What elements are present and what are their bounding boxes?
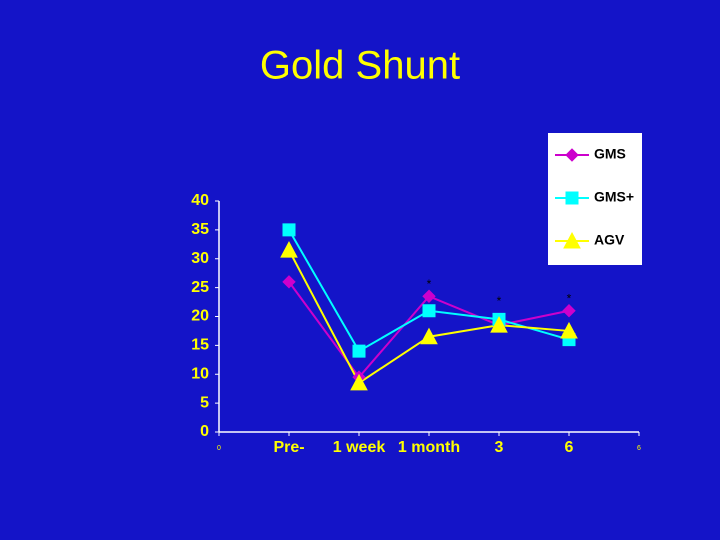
y-tick-label: 40 (191, 192, 209, 209)
legend-marker (565, 191, 579, 205)
marker (352, 344, 366, 358)
legend-label: GMS (594, 146, 626, 162)
y-tick-label: 0 (200, 423, 209, 440)
x-tick-label: 6 (565, 439, 574, 456)
y-tick-label: 5 (200, 394, 209, 411)
annotation: * (427, 277, 432, 291)
marker (282, 223, 296, 237)
chart-title: Gold Shunt (260, 44, 460, 88)
y-tick-label: 20 (191, 308, 209, 325)
y-tick-label: 35 (191, 221, 209, 238)
marker (420, 327, 438, 345)
annotation: * (567, 291, 572, 305)
marker (350, 373, 368, 391)
annotation: * (497, 294, 502, 308)
marker (282, 275, 296, 289)
x-tick-label: 1 week (333, 439, 386, 456)
legend-label: GMS+ (594, 189, 634, 205)
legend-label: AGV (594, 232, 625, 248)
marker (422, 289, 436, 303)
marker (280, 241, 298, 258)
y-tick-label: 30 (191, 250, 209, 267)
y-tick-label: 10 (191, 365, 209, 382)
x-tick-label: 0 (217, 445, 221, 452)
marker (562, 304, 576, 318)
x-tick-label: Pre- (273, 439, 304, 456)
legend-marker (565, 148, 579, 162)
y-tick-label: 25 (191, 279, 209, 296)
y-tick-label: 15 (191, 337, 209, 354)
x-tick-label: 6 (637, 445, 641, 452)
marker (560, 321, 578, 339)
x-tick-label: 3 (495, 439, 504, 456)
x-tick-label: 1 month (398, 439, 460, 456)
marker (490, 316, 508, 333)
legend-marker (563, 231, 581, 249)
marker (422, 304, 436, 318)
